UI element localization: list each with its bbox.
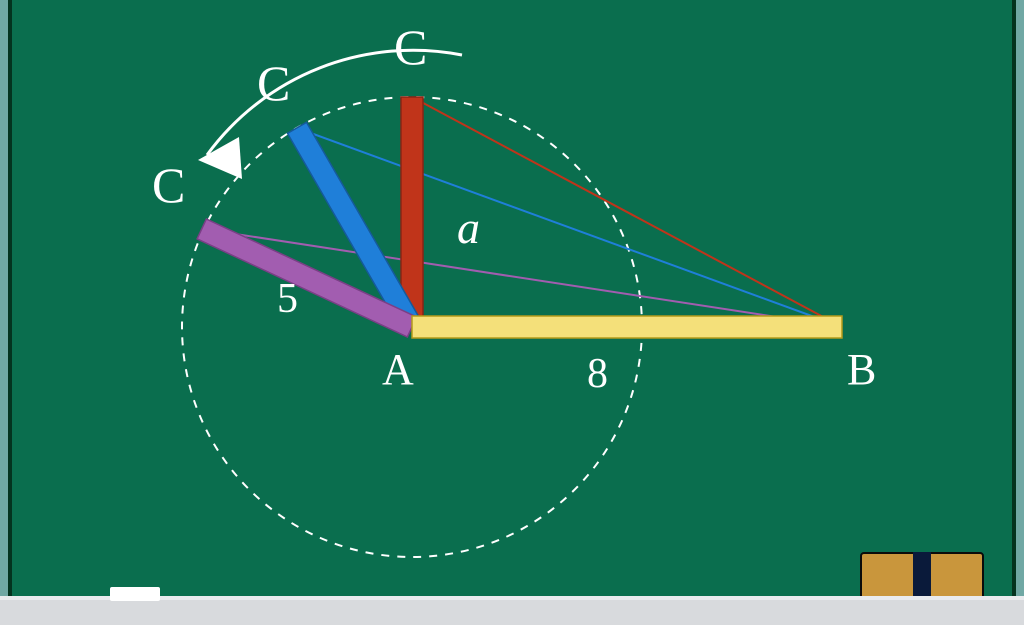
diagram-svg — [12, 0, 1020, 600]
chalkboard: A B C C C 5 8 a — [8, 0, 1016, 600]
label-5: 5 — [277, 278, 298, 320]
label-C2: C — [257, 58, 290, 108]
label-C1: C — [394, 22, 427, 72]
eraser — [860, 552, 984, 602]
label-A: A — [382, 348, 414, 392]
base-yellow — [412, 316, 842, 338]
label-8: 8 — [587, 353, 608, 395]
label-a: a — [457, 205, 480, 251]
chalk-piece — [110, 587, 160, 601]
rotation-arrow-head — [198, 137, 242, 179]
eraser-band — [913, 552, 931, 602]
label-B: B — [847, 348, 876, 392]
bc-line-blue — [297, 128, 842, 327]
label-C3: C — [152, 160, 185, 210]
chalkboard-frame: A B C C C 5 8 a — [0, 0, 1024, 625]
